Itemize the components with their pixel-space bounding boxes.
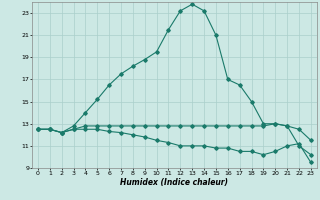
X-axis label: Humidex (Indice chaleur): Humidex (Indice chaleur) <box>120 178 228 187</box>
